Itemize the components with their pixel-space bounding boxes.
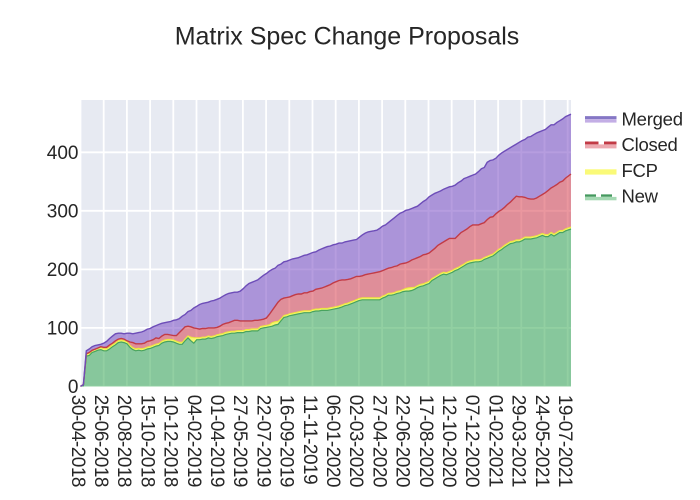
svg-text:10-12-2018: 10-12-2018 xyxy=(160,395,181,487)
svg-text:Closed: Closed xyxy=(622,134,678,155)
svg-text:01-04-2019: 01-04-2019 xyxy=(206,395,227,487)
svg-text:27-05-2019: 27-05-2019 xyxy=(229,395,250,487)
svg-text:29-03-2021: 29-03-2021 xyxy=(508,395,529,487)
svg-text:12-10-2020: 12-10-2020 xyxy=(438,395,459,487)
svg-text:16-09-2019: 16-09-2019 xyxy=(276,395,297,487)
svg-text:New: New xyxy=(622,186,659,207)
svg-text:19-07-2021: 19-07-2021 xyxy=(554,395,575,487)
svg-text:20-08-2018: 20-08-2018 xyxy=(113,395,134,487)
svg-text:Matrix Spec Change Proposals: Matrix Spec Change Proposals xyxy=(175,23,520,51)
svg-text:01-02-2021: 01-02-2021 xyxy=(484,395,505,487)
svg-text:Merged: Merged xyxy=(622,108,683,129)
svg-text:200: 200 xyxy=(47,260,79,281)
svg-text:400: 400 xyxy=(47,143,79,164)
svg-text:25-06-2018: 25-06-2018 xyxy=(90,395,111,487)
svg-text:15-10-2018: 15-10-2018 xyxy=(136,395,157,487)
svg-text:100: 100 xyxy=(47,319,79,340)
svg-text:04-02-2019: 04-02-2019 xyxy=(183,395,204,487)
svg-text:30-04-2018: 30-04-2018 xyxy=(67,395,88,487)
svg-text:300: 300 xyxy=(47,201,79,222)
svg-text:06-01-2020: 06-01-2020 xyxy=(322,395,343,487)
svg-text:FCP: FCP xyxy=(622,160,658,181)
svg-text:17-08-2020: 17-08-2020 xyxy=(415,395,436,487)
svg-text:27-04-2020: 27-04-2020 xyxy=(368,395,389,487)
svg-text:07-12-2020: 07-12-2020 xyxy=(461,395,482,487)
svg-text:02-03-2020: 02-03-2020 xyxy=(345,395,366,487)
svg-text:0: 0 xyxy=(68,377,79,398)
svg-text:22-06-2020: 22-06-2020 xyxy=(392,395,413,487)
svg-text:24-05-2021: 24-05-2021 xyxy=(531,395,552,487)
svg-text:22-07-2019: 22-07-2019 xyxy=(252,395,273,487)
svg-text:11-11-2019: 11-11-2019 xyxy=(299,395,320,484)
